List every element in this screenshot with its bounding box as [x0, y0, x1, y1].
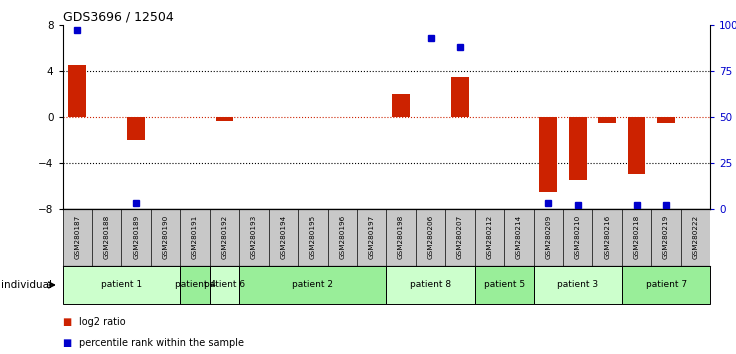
Bar — [392, 94, 410, 117]
Bar — [127, 117, 145, 140]
Text: GSM280191: GSM280191 — [192, 215, 198, 259]
Bar — [216, 117, 233, 121]
Text: GSM280218: GSM280218 — [634, 215, 640, 259]
Bar — [451, 76, 469, 117]
Text: GSM280209: GSM280209 — [545, 215, 551, 259]
Text: GSM280192: GSM280192 — [222, 215, 227, 259]
Text: percentile rank within the sample: percentile rank within the sample — [79, 338, 244, 348]
Bar — [386, 266, 475, 304]
Bar — [539, 117, 557, 192]
Bar — [569, 117, 587, 180]
Text: individual: individual — [1, 280, 52, 290]
Text: GSM280193: GSM280193 — [251, 215, 257, 259]
Text: GDS3696 / 12504: GDS3696 / 12504 — [63, 11, 173, 24]
Bar — [598, 117, 616, 122]
Bar — [239, 266, 386, 304]
Text: patient 4: patient 4 — [174, 280, 216, 290]
Text: patient 3: patient 3 — [557, 280, 598, 290]
Text: GSM280210: GSM280210 — [575, 215, 581, 259]
Text: patient 2: patient 2 — [292, 280, 333, 290]
Text: patient 8: patient 8 — [410, 280, 451, 290]
Text: ■: ■ — [63, 338, 72, 348]
Text: patient 7: patient 7 — [645, 280, 687, 290]
Text: patient 5: patient 5 — [484, 280, 525, 290]
Bar — [475, 266, 534, 304]
Text: GSM280207: GSM280207 — [457, 215, 463, 259]
Text: GSM280216: GSM280216 — [604, 215, 610, 259]
Text: GSM280195: GSM280195 — [310, 215, 316, 259]
Text: GSM280197: GSM280197 — [369, 215, 375, 259]
Text: GSM280212: GSM280212 — [486, 215, 492, 259]
Text: patient 6: patient 6 — [204, 280, 245, 290]
Text: log2 ratio: log2 ratio — [79, 317, 125, 327]
Text: GSM280189: GSM280189 — [133, 215, 139, 259]
Bar — [210, 266, 239, 304]
Text: GSM280206: GSM280206 — [428, 215, 434, 259]
Text: GSM280187: GSM280187 — [74, 215, 80, 259]
Bar — [628, 117, 645, 175]
Bar — [68, 65, 86, 117]
Text: GSM280194: GSM280194 — [280, 215, 286, 259]
Text: GSM280219: GSM280219 — [663, 215, 669, 259]
Text: GSM280222: GSM280222 — [693, 215, 698, 259]
Bar — [180, 266, 210, 304]
Text: GSM280196: GSM280196 — [339, 215, 345, 259]
Text: GSM280190: GSM280190 — [163, 215, 169, 259]
Text: GSM280198: GSM280198 — [398, 215, 404, 259]
Bar — [657, 117, 675, 122]
Bar — [534, 266, 622, 304]
Text: GSM280188: GSM280188 — [104, 215, 110, 259]
Text: GSM280214: GSM280214 — [516, 215, 522, 259]
Bar — [622, 266, 710, 304]
Text: patient 1: patient 1 — [101, 280, 142, 290]
Text: ■: ■ — [63, 317, 72, 327]
Bar — [63, 266, 180, 304]
